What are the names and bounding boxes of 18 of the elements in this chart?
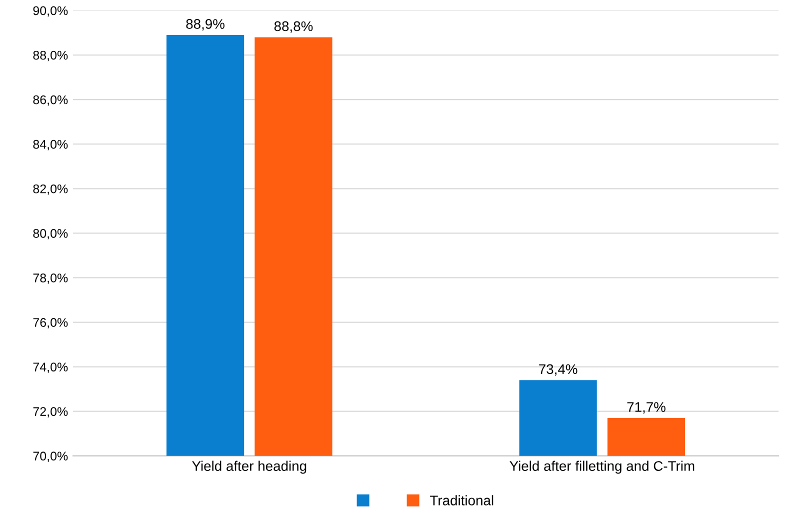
data-label: 71,7% (627, 402, 666, 414)
x-tick-label: Yield after filletting and C-Trim (510, 460, 694, 474)
y-tick-label: 82,0% (33, 184, 68, 195)
y-tick-label: 74,0% (33, 362, 68, 373)
x-tick-label: Yield after heading (192, 460, 306, 474)
y-tick-label: 90,0% (33, 6, 68, 17)
y-tick-label: 72,0% (33, 407, 68, 418)
y-tick-label: 86,0% (33, 95, 68, 106)
y-tick-label: 80,0% (33, 228, 68, 240)
y-tick-label: 76,0% (33, 318, 68, 328)
y-tick-label: 84,0% (33, 140, 68, 150)
data-label: 88,9% (186, 19, 224, 31)
y-tick-label: 88,0% (33, 50, 68, 62)
legend-label: Traditional (430, 495, 494, 506)
data-label: 88,8% (274, 21, 313, 33)
y-tick-label: 78,0% (33, 274, 68, 284)
data-label: 73,4% (539, 364, 578, 376)
y-tick-label: 70,0% (33, 452, 68, 462)
